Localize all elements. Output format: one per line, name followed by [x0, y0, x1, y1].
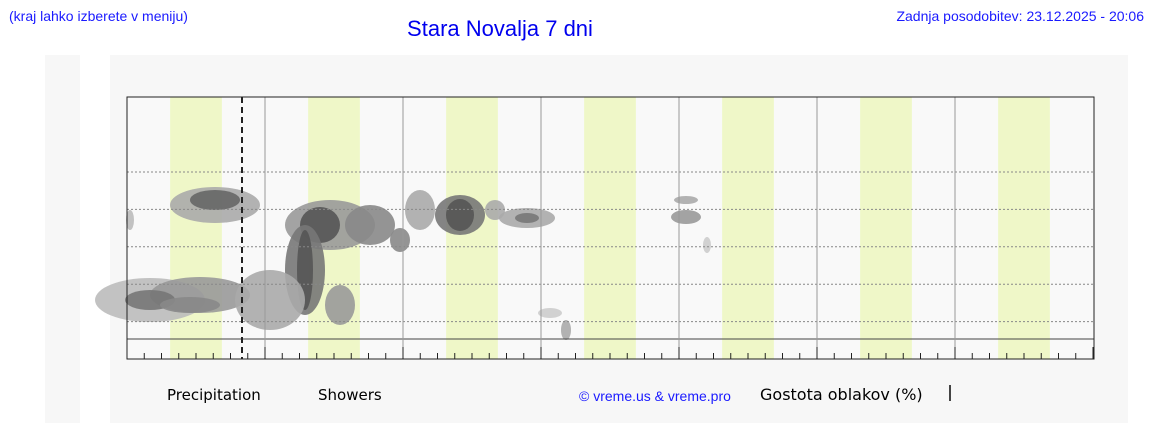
cloud-density-scale: [949, 385, 951, 401]
precipitation-swatch: [127, 389, 162, 402]
precipitation-legend: Precipitation: [167, 386, 261, 404]
showers-swatch: [277, 389, 312, 402]
temp-axis-panel: [45, 55, 80, 423]
cloud-density-area: [674, 196, 698, 204]
cloud-density-area: [235, 270, 305, 330]
cloud-density-area: [538, 308, 562, 318]
cloud-density-area: [515, 213, 539, 223]
cloud-density-area: [190, 190, 240, 210]
daylight-band: [998, 97, 1050, 359]
cloud-density-area: [446, 199, 474, 231]
cloud-density-area: [561, 320, 571, 340]
daylight-band: [170, 97, 222, 359]
copyright-link[interactable]: © vreme.us & vreme.pro: [579, 388, 731, 404]
cloud-density-area: [345, 205, 395, 245]
cloud-density-area: [703, 237, 711, 253]
daylight-band: [722, 97, 774, 359]
showers-legend: Showers: [318, 386, 382, 404]
last-updated: Zadnja posodobitev: 23.12.2025 - 20:06: [896, 8, 1144, 24]
chart-title: Stara Novalja 7 dni: [407, 16, 593, 41]
cloud-density-area: [126, 210, 134, 230]
cloud-density-area: [671, 210, 701, 224]
location-hint: (kraj lahko izberete v meniju): [9, 8, 188, 24]
cloud-density-area: [160, 297, 220, 313]
cloud-density-area: [405, 190, 435, 230]
cloud-density-area: [485, 200, 505, 220]
daylight-band: [860, 97, 912, 359]
cloud-density-label: Gostota oblakov (%): [760, 385, 923, 404]
cloud-density-area: [325, 285, 355, 325]
cloud-density-area: [390, 228, 410, 252]
daylight-band: [584, 97, 636, 359]
